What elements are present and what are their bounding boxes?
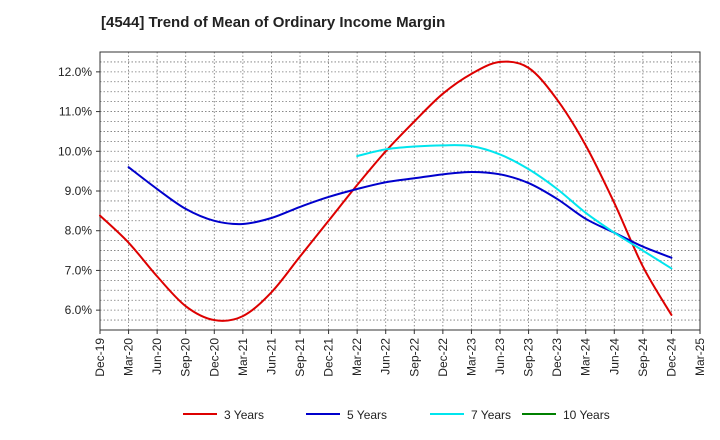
x-tick-label: Sep-20 <box>179 338 193 377</box>
x-axis: Dec-19 Mar-20 Jun-20 Sep-20 Dec-20 Mar-21 Jun-… <box>93 330 707 377</box>
legend-label: 5 Years <box>347 408 387 422</box>
x-tick-label: Mar-25 <box>693 338 707 376</box>
y-tick-label: 10.0% <box>58 144 92 158</box>
y-tick-label: 9.0% <box>65 184 93 198</box>
x-tick-label: Mar-24 <box>579 338 593 376</box>
plot-area <box>99 51 701 331</box>
x-tick-label: Jun-24 <box>607 338 621 375</box>
x-tick-label: Jun-20 <box>150 338 164 375</box>
x-tick-label: Mar-23 <box>464 338 478 376</box>
x-tick-label: Jun-23 <box>493 338 507 375</box>
legend-label: 10 Years <box>563 408 610 422</box>
legend-item-7-years: 7 Years <box>430 408 511 422</box>
y-tick-label: 11.0% <box>59 105 92 119</box>
x-tick-label: Dec-21 <box>322 338 336 377</box>
x-tick-label: Sep-24 <box>636 338 650 377</box>
x-tick-label: Dec-23 <box>550 338 564 377</box>
x-tick-label: Dec-24 <box>664 338 678 377</box>
x-tick-label: Dec-20 <box>207 338 221 377</box>
x-tick-label: Sep-22 <box>407 338 421 377</box>
x-tick-label: Sep-21 <box>293 338 307 377</box>
series-line-7-years <box>356 144 673 270</box>
series-line-5-years <box>127 166 673 259</box>
x-tick-label: Mar-21 <box>236 338 250 376</box>
legend-item-3-years: 3 Years <box>183 408 264 422</box>
y-axis: 6.0% 7.0% 8.0% 9.0% 10.0% 11.0% 12.0% <box>58 65 100 317</box>
x-tick-label: Dec-22 <box>436 338 450 377</box>
legend-item-10-years: 10 Years <box>522 408 610 422</box>
series-line-3-years <box>99 60 673 322</box>
x-tick-label: Mar-20 <box>122 338 136 376</box>
grid <box>100 52 700 330</box>
legend-label: 7 Years <box>471 408 511 422</box>
legend: 3 Years 5 Years 7 Years 10 Years <box>183 408 610 422</box>
x-tick-label: Jun-22 <box>379 338 393 375</box>
chart-title: [4544] Trend of Mean of Ordinary Income … <box>101 14 446 31</box>
x-tick-label: Mar-22 <box>350 338 364 376</box>
legend-label: 3 Years <box>224 408 264 422</box>
y-tick-label: 7.0% <box>65 263 93 277</box>
x-tick-label: Jun-21 <box>264 338 278 375</box>
legend-item-5-years: 5 Years <box>306 408 387 422</box>
series-lines <box>99 60 673 322</box>
x-tick-label: Sep-23 <box>522 338 536 377</box>
y-tick-label: 12.0% <box>58 65 92 79</box>
x-tick-label: Dec-19 <box>93 338 107 377</box>
y-tick-label: 8.0% <box>65 224 93 238</box>
y-tick-label: 6.0% <box>65 303 93 317</box>
